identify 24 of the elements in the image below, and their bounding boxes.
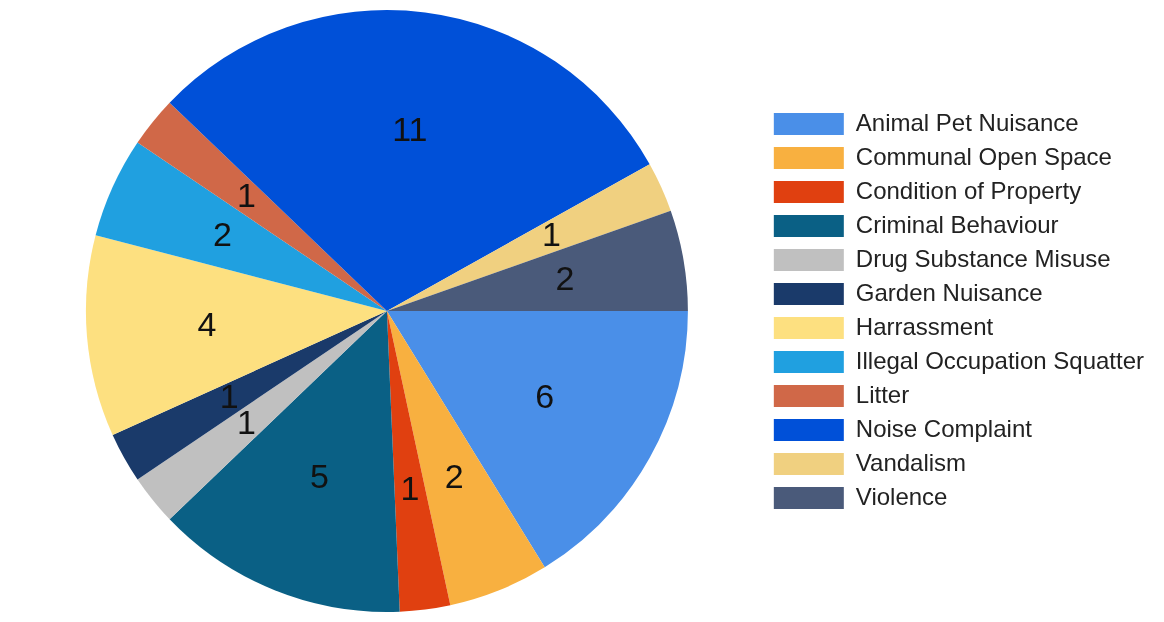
legend-label: Harrassment [855,312,994,340]
data-label: 4 [197,304,217,343]
data-label: 5 [310,456,330,495]
legend-label: Violence [855,482,948,510]
data-label: 1 [219,377,239,416]
data-label: 2 [212,214,232,253]
legend-label: Vandalism [855,448,967,476]
legend-label: Animal Pet Nuisance [855,108,1079,136]
data-label: 1 [542,214,561,253]
legend-label: Communal Open Space [855,142,1112,170]
legend-label: Condition of Property [855,176,1082,204]
data-label: 1 [400,468,420,507]
data-label: 2 [444,456,464,495]
data-label: 11 [392,110,428,149]
data-label: 2 [555,258,575,297]
legend-label: Garden Nuisance [855,278,1043,306]
legend-label: Criminal Behaviour [855,210,1059,238]
legend-label: Litter [855,380,910,408]
data-label: 1 [236,402,256,441]
legend-label: Noise Complaint [855,414,1033,442]
data-label: 6 [535,377,555,416]
legend-label: Drug Substance Misuse [855,244,1111,272]
data-label: 1 [236,175,256,214]
legend-label: Illegal Occupation Squatter [855,346,1145,374]
